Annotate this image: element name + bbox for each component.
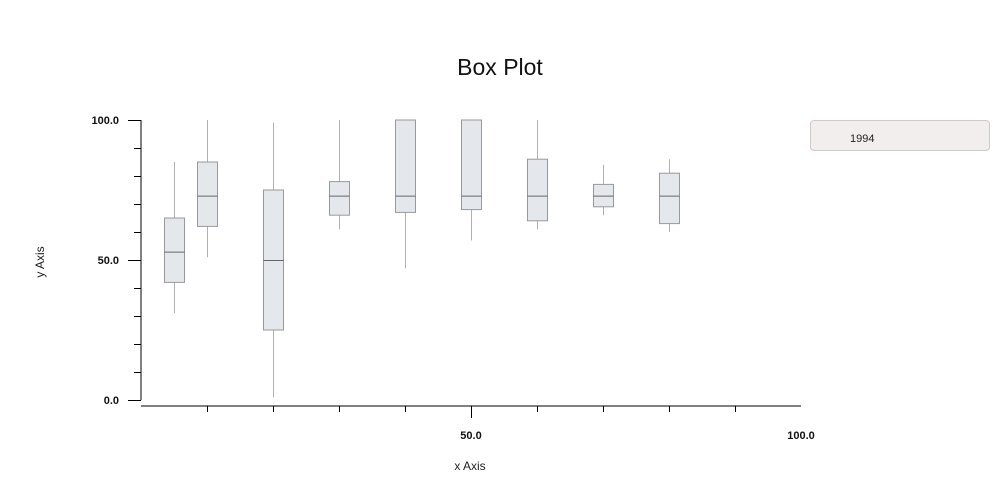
y-tick-label: 100.0 [91, 115, 119, 127]
y-axis-label: y Axis [33, 246, 47, 278]
box-5 [395, 119, 416, 269]
box-body [164, 217, 185, 283]
box-4 [329, 120, 350, 230]
x-tick-label: 50.0 [460, 430, 481, 442]
box-body [197, 161, 218, 227]
y-axis: 0.0 50.0 100.0 [91, 115, 142, 407]
box-6 [461, 119, 482, 241]
box-body [593, 183, 614, 208]
box-body [329, 181, 350, 216]
x-axis: 50.0 100.0 [141, 405, 815, 442]
y-tick-label: 0.0 [104, 395, 119, 407]
chart-title: Box Plot [457, 54, 543, 80]
box-8 [593, 164, 614, 216]
box-body [659, 172, 680, 225]
box-body [527, 158, 548, 222]
x-tick-label: 100.0 [787, 430, 815, 442]
x-axis-label: x Axis [454, 459, 486, 473]
legend: 1994 [810, 120, 990, 151]
box-9 [659, 159, 680, 232]
legend-entry-1994: 1994 [850, 133, 875, 145]
box-body [461, 119, 482, 211]
box-7 [527, 120, 548, 230]
box-series-1994 [164, 119, 680, 398]
y-tick-label: 50.0 [98, 255, 119, 267]
box-body [395, 119, 416, 213]
box-2 [197, 120, 218, 258]
box-3 [263, 122, 284, 398]
box-1 [164, 162, 185, 314]
